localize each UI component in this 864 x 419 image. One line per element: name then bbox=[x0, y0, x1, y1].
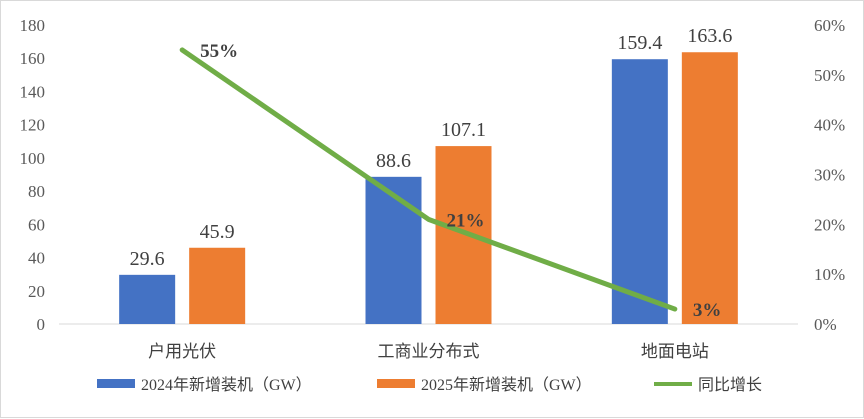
growth-value-label: 55% bbox=[200, 41, 238, 62]
y-axis-tick-label: 20 bbox=[28, 282, 45, 301]
bar-1-2 bbox=[365, 176, 422, 324]
y-axis-tick-label: 120 bbox=[20, 116, 46, 135]
y2-axis-tick-label: 30% bbox=[814, 166, 845, 185]
y2-axis-tick-label: 10% bbox=[814, 265, 845, 284]
bar-value-label: 45.9 bbox=[200, 221, 235, 243]
y-axis-tick-label: 140 bbox=[20, 82, 46, 101]
x-axis-category-label: 工商业分布式 bbox=[378, 342, 480, 362]
bar-value-label: 88.6 bbox=[376, 150, 411, 172]
bar-1-3 bbox=[611, 59, 668, 325]
bar-value-label: 163.6 bbox=[687, 25, 732, 47]
y2-axis-tick-label: 40% bbox=[814, 116, 845, 135]
x-axis-category-label: 地面电站 bbox=[641, 342, 709, 362]
bar-2-3 bbox=[681, 52, 738, 325]
y-axis-tick-label: 0 bbox=[37, 315, 46, 334]
y-axis-tick-label: 80 bbox=[28, 182, 45, 201]
legend-label-2: 2025年新增装机（GW） bbox=[421, 376, 592, 394]
y2-axis-tick-label: 50% bbox=[814, 66, 845, 85]
y2-axis-tick-label: 20% bbox=[814, 215, 845, 234]
x-axis-category-label: 户用光伏 bbox=[148, 342, 216, 362]
growth-value-label: 21% bbox=[447, 210, 485, 231]
bar-value-label: 29.6 bbox=[130, 248, 165, 270]
legend-label-1: 2024年新增装机（GW） bbox=[141, 376, 312, 394]
legend-label-3: 同比增长 bbox=[698, 376, 762, 394]
y2-axis-tick-label: 60% bbox=[814, 16, 845, 35]
y-axis-tick-label: 180 bbox=[20, 16, 46, 35]
bar-value-label: 159.4 bbox=[617, 32, 662, 54]
legend-swatch-2 bbox=[377, 379, 415, 388]
y-axis-tick-label: 160 bbox=[20, 49, 46, 68]
bar-value-label: 107.1 bbox=[441, 119, 486, 141]
growth-value-label: 3% bbox=[693, 300, 722, 321]
y-axis-tick-label: 100 bbox=[20, 149, 46, 168]
y-axis-tick-label: 40 bbox=[28, 249, 45, 268]
bar-2-2 bbox=[435, 146, 492, 324]
bar-1-1 bbox=[119, 274, 176, 324]
legend-swatch-1 bbox=[97, 379, 135, 388]
y-axis-tick-label: 60 bbox=[28, 215, 45, 234]
bar-2-1 bbox=[189, 247, 246, 324]
growth-line bbox=[179, 47, 678, 312]
y2-axis-tick-label: 0% bbox=[814, 315, 837, 334]
